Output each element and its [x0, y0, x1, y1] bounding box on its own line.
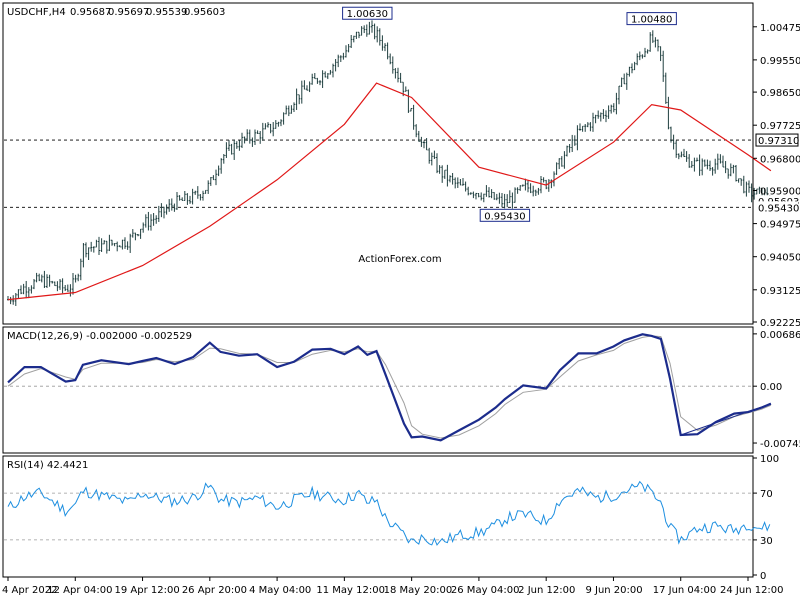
- moving-average-line: [7, 82, 772, 301]
- x-tick-label: 9 Jun 20:00: [585, 585, 642, 596]
- macd-signal-line: [7, 335, 772, 439]
- price-tag: [755, 133, 799, 147]
- y-tick-label: 0.95900: [760, 186, 800, 197]
- x-tick-label: 19 Apr 12:00: [115, 585, 180, 596]
- y-tick-label: 0: [760, 571, 766, 582]
- ohlc-open: 0.95687: [70, 7, 111, 18]
- annotation-label: 1.00480: [631, 15, 672, 26]
- x-tick-label: 18 May 20:00: [384, 585, 453, 596]
- ohlc-low: 0.95539: [146, 7, 187, 18]
- macd-panel-title: MACD(12,26,9) -0.002000 -0.002529: [7, 331, 192, 342]
- watermark: ActionForex.com: [358, 254, 441, 265]
- y-tick-label: 0.99550: [760, 56, 800, 67]
- macd-panel: 0.006861 0.00 -0.007454: [4, 330, 800, 450]
- price-tag-label: 0.97310: [758, 136, 799, 147]
- y-tick-label: -0.007454: [760, 439, 800, 450]
- y-tick-label: 0.98650: [760, 88, 800, 99]
- y-tick-label: 1.00475: [760, 23, 800, 34]
- y-tick-label: 0.96800: [760, 154, 800, 165]
- ohlc-close: 0.95603: [184, 7, 225, 18]
- price-panel: 1.00630 0.95430 1.00480 1.00475 0.99550 0.986…: [4, 6, 800, 329]
- annotation-box: [479, 208, 531, 222]
- annotation-box: [342, 6, 393, 20]
- macd-panel-frame: [2, 326, 754, 454]
- y-tick-label: 70: [760, 489, 773, 500]
- y-tick-label: 0.94975: [760, 220, 800, 231]
- x-tick-label: 12 Apr 04:00: [47, 585, 112, 596]
- y-tick-label: 0.94050: [760, 253, 800, 264]
- annotation-label: 0.95430: [484, 211, 525, 222]
- x-tick-label: 17 Jun 04:00: [653, 585, 717, 596]
- rsi-panel-frame: [2, 455, 754, 578]
- annotation-box: [626, 12, 677, 26]
- y-tick-label: 100: [760, 454, 779, 465]
- rsi-panel-title: RSI(14) 42.4421: [7, 460, 88, 471]
- y-tick-label: 0.93125: [760, 286, 800, 297]
- macd-trendline: [680, 403, 772, 436]
- x-tick-label: 24 Jun 12:00: [720, 585, 784, 596]
- y-tick-label: 0.97725: [760, 121, 800, 132]
- price-panel-title: USDCHF,H4: [7, 7, 66, 18]
- annotation-label: 1.00630: [347, 9, 388, 20]
- macd-line: [7, 333, 772, 442]
- y-tick-label: 0.006861: [760, 330, 800, 341]
- x-tick-label: 4 May 04:00: [249, 585, 311, 596]
- ohlc-readout: 0.95687 0.95697 0.95539 0.95603: [70, 7, 225, 18]
- ohlc-high: 0.95697: [108, 7, 149, 18]
- y-tick-label: 0.00: [760, 382, 782, 393]
- rsi-line: [7, 480, 771, 546]
- price-panel-frame: [2, 2, 754, 325]
- price-tag-label: 0.95430: [758, 203, 799, 214]
- y-tick-label: 30: [760, 536, 773, 547]
- x-tick-label: 4 Apr 2022: [2, 585, 57, 596]
- x-tick-label: 26 May 04:00: [451, 585, 520, 596]
- price-tag: [756, 201, 798, 214]
- rsi-panel: 100 70 30 0: [4, 454, 779, 582]
- y-tick-label: 0.92225: [760, 318, 800, 329]
- x-tick-label: 2 Jun 12:00: [518, 585, 575, 596]
- x-tick-label: 11 May 12:00: [316, 585, 385, 596]
- x-tick-label: 26 Apr 20:00: [182, 585, 247, 596]
